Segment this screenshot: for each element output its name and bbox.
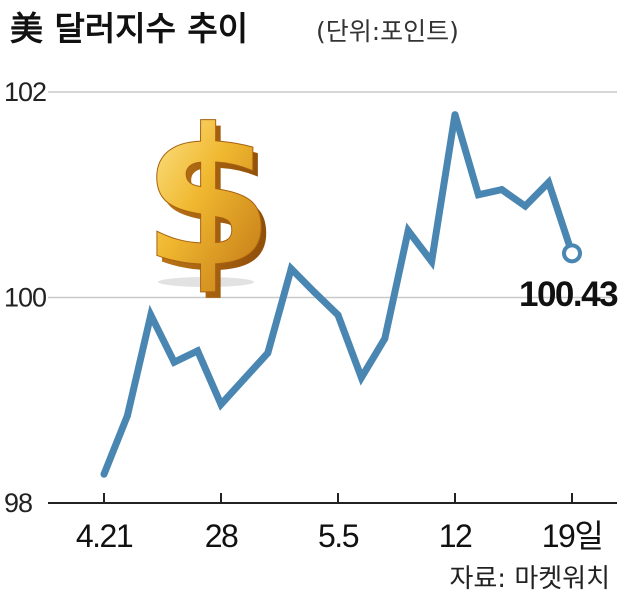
data-point	[194, 347, 202, 355]
data-point	[334, 311, 342, 319]
source-label: 자료: 마켓워치	[449, 564, 610, 594]
x-tick-label: 5.5	[318, 518, 359, 554]
data-point	[264, 349, 272, 357]
dollar-sign-icon: $ $	[141, 88, 279, 316]
x-tick-labels: 4.21 28 5.5 12 19일	[76, 493, 604, 554]
data-point	[100, 470, 108, 478]
data-point	[170, 358, 178, 366]
data-point	[451, 111, 459, 119]
end-point-marker	[562, 243, 582, 264]
data-point	[240, 375, 248, 383]
y-tick-labels: 98 100 102	[4, 77, 47, 518]
y-tick-label: 102	[4, 77, 46, 107]
data-point	[123, 412, 131, 420]
x-tick-label: 28	[205, 518, 238, 554]
grid-lines	[48, 91, 617, 299]
unit-label: (단위:포인트)	[316, 17, 459, 46]
svg-text:$: $	[142, 88, 274, 309]
y-tick-label: 100	[4, 283, 46, 313]
data-point	[381, 335, 389, 343]
data-point	[217, 400, 225, 408]
x-tick-label: 19일	[542, 518, 603, 554]
end-value-label: 100.43	[519, 275, 618, 314]
data-point	[147, 311, 155, 319]
data-point	[311, 288, 319, 296]
y-tick-label: 98	[4, 488, 32, 518]
data-point	[357, 374, 365, 382]
data-points	[100, 111, 582, 478]
x-tick-label: 4.21	[76, 518, 133, 554]
data-point	[521, 202, 529, 210]
data-point	[428, 258, 436, 266]
svg-text:$: $	[147, 94, 279, 315]
data-point	[498, 186, 506, 194]
data-point	[404, 227, 412, 235]
chart-title: 美 달러지수 추이	[10, 9, 248, 48]
x-tick-label: 12	[439, 518, 472, 554]
data-point	[474, 191, 482, 199]
data-point	[545, 178, 553, 186]
data-point	[287, 265, 295, 273]
